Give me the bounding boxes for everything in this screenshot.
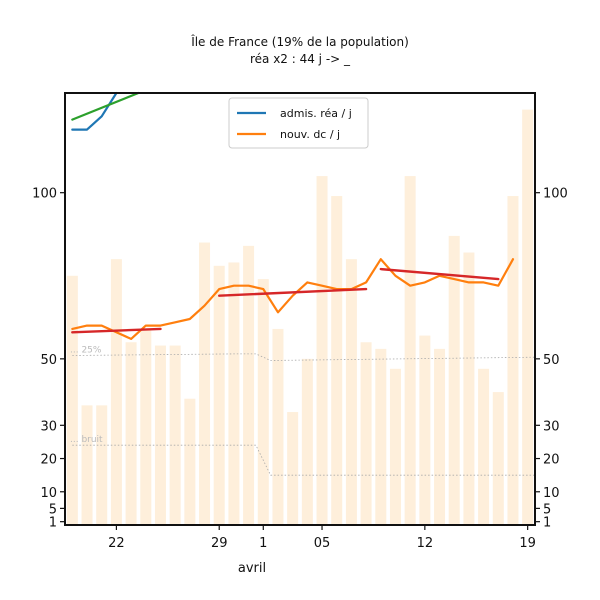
- bar-day-42: [404, 176, 416, 526]
- bar-day-41: [389, 368, 401, 525]
- bar-day-38: [345, 259, 357, 525]
- bar-day-43: [419, 335, 431, 525]
- bar-day-26: [169, 345, 181, 525]
- bar-day-24: [140, 328, 152, 525]
- series-line-1: [71, 258, 515, 340]
- legend: admis. réa / j nouv. dc / j: [228, 97, 369, 149]
- bars-layer: [66, 109, 534, 526]
- bar-day-27: [184, 398, 196, 525]
- threshold-label-0: ... 25%: [70, 346, 102, 356]
- x-tick-label-1: 29: [211, 536, 228, 551]
- bar-day-28: [199, 242, 211, 526]
- threshold-line-1: [72, 444, 535, 476]
- bar-day-22: [110, 259, 122, 525]
- x-tick-label-0: 22: [108, 536, 125, 551]
- bar-day-48: [492, 392, 504, 525]
- bar-day-32: [257, 279, 269, 525]
- trend-segment-1: [217, 287, 368, 297]
- bar-day-36: [316, 176, 328, 526]
- series-line-2: [71, 91, 140, 121]
- threshold-line-0: [72, 353, 536, 361]
- bar-day-23: [125, 342, 137, 525]
- y-tick-label-left-4: 30: [40, 419, 57, 434]
- y-tick-label-right-5: 50: [543, 353, 560, 368]
- y-tick-label-left-0: 1: [49, 516, 57, 531]
- x-axis-label: avril: [238, 561, 266, 576]
- y-tick-label-right-2: 10: [543, 486, 560, 501]
- bar-day-44: [434, 348, 446, 525]
- y-tick-label-left-1: 5: [49, 502, 57, 517]
- lines-layer: [71, 91, 515, 340]
- y-tick-label-left-5: 50: [40, 353, 57, 368]
- plot-frame: [64, 92, 536, 526]
- legend-box: [228, 97, 369, 149]
- bar-day-33: [272, 328, 284, 525]
- x-tick-label-5: 19: [519, 536, 536, 551]
- trend-segment-0: [71, 327, 162, 334]
- y-tick-label-right-0: 1: [543, 516, 551, 531]
- bar-day-49: [507, 196, 519, 525]
- y-tick-label-right-1: 5: [543, 502, 551, 517]
- chart-title: Île de France (19% de la population): [190, 34, 409, 49]
- bar-day-50: [522, 109, 534, 525]
- bar-day-19: [66, 275, 78, 525]
- y-tick-label-right-3: 20: [543, 453, 560, 468]
- y-tick-label-left-6: 100: [32, 187, 57, 202]
- x-tick-label-4: 12: [417, 536, 434, 551]
- bar-day-21: [96, 405, 108, 525]
- y-tick-label-right-6: 100: [543, 187, 568, 202]
- threshold-layer: ... 25% ... bruit: [70, 346, 536, 476]
- bar-day-20: [81, 405, 93, 525]
- x-tick-label-3: 05: [314, 536, 331, 551]
- bar-day-47: [478, 368, 490, 525]
- bar-day-40: [375, 348, 387, 525]
- bar-day-37: [331, 196, 343, 525]
- bar-day-30: [228, 262, 240, 525]
- legend-label-admis-rea: admis. réa / j: [280, 107, 352, 120]
- bar-day-46: [463, 252, 475, 525]
- bar-day-39: [360, 342, 372, 525]
- bar-day-31: [243, 245, 255, 525]
- bar-day-35: [301, 358, 313, 525]
- y-tick-label-left-2: 10: [40, 486, 57, 501]
- chart-subtitle: réa x2 : 44 j -> _: [250, 52, 351, 66]
- threshold-label-1: ... bruit: [70, 435, 103, 445]
- bar-day-25: [154, 345, 166, 525]
- bar-day-34: [287, 412, 299, 525]
- y-tick-label-left-3: 20: [40, 453, 57, 468]
- x-tick-label-2: 1: [259, 536, 267, 551]
- bar-day-45: [448, 235, 460, 525]
- trend-segment-2: [379, 267, 500, 281]
- y-tick-label-right-4: 30: [543, 419, 560, 434]
- legend-label-nouv-dc: nouv. dc / j: [280, 128, 340, 141]
- bar-day-29: [213, 265, 225, 525]
